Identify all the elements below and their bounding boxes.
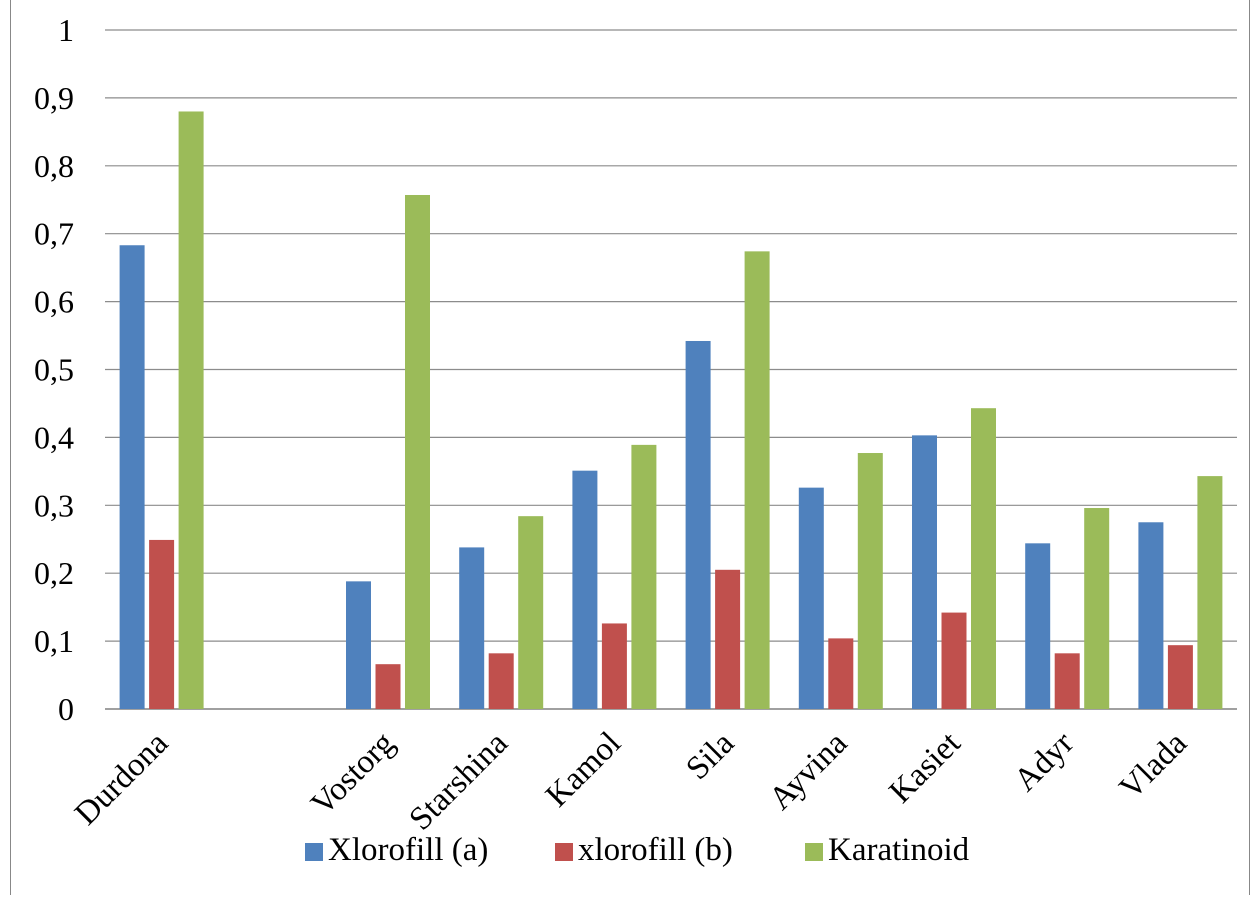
x-tick-label: Ayvina bbox=[762, 725, 854, 817]
bar-xlorofill-b- bbox=[488, 653, 514, 709]
y-tick-label: 0,8 bbox=[34, 148, 74, 184]
legend-swatch bbox=[805, 843, 823, 861]
y-tick-label: 0,4 bbox=[34, 419, 74, 455]
bar-xlorofill-b- bbox=[715, 569, 741, 709]
gridlines bbox=[105, 29, 1237, 710]
bar-karatinoid bbox=[405, 194, 430, 709]
bar-karatinoid bbox=[178, 111, 204, 710]
bar-xlorofill-a- bbox=[572, 470, 598, 709]
legend-label: Karatinoid bbox=[828, 832, 970, 868]
x-tick-label: Sila bbox=[679, 725, 741, 787]
bar-xlorofill-b- bbox=[1054, 653, 1080, 709]
y-tick-label: 0,5 bbox=[34, 352, 74, 388]
bar-xlorofill-a- bbox=[1138, 522, 1164, 709]
bar-karatinoid bbox=[971, 408, 996, 709]
bar-xlorofill-a- bbox=[459, 547, 485, 709]
bar-xlorofill-a- bbox=[346, 581, 371, 709]
bar-xlorofill-b- bbox=[941, 612, 967, 709]
x-tick-label: Vostorg bbox=[304, 725, 401, 822]
bar-xlorofill-b- bbox=[828, 638, 854, 709]
legend-label: Xlorofill (a) bbox=[328, 832, 488, 868]
bar-xlorofill-a- bbox=[685, 340, 711, 709]
y-tick-label: 0 bbox=[58, 691, 74, 727]
bar-xlorofill-a- bbox=[798, 487, 824, 709]
chart-frame bbox=[10, 0, 1250, 895]
y-tick-label: 0,3 bbox=[34, 487, 74, 523]
bar-karatinoid bbox=[518, 516, 544, 709]
y-tick-label: 1 bbox=[58, 12, 74, 48]
bar-xlorofill-a- bbox=[912, 435, 937, 709]
bar-xlorofill-a- bbox=[1025, 543, 1051, 709]
bar-karatinoid bbox=[1197, 476, 1223, 709]
y-axis-ticks: 0 0,1 0,2 0,3 0,4 0,5 0,6 0,7 0,8 0,9 1 bbox=[34, 12, 74, 727]
bar-karatinoid bbox=[857, 453, 883, 709]
bar-karatinoid bbox=[1084, 508, 1110, 709]
x-tick-label: Durdona bbox=[68, 725, 175, 832]
legend-label: xlorofill (b) bbox=[578, 832, 733, 868]
bar-xlorofill-b- bbox=[149, 539, 175, 709]
x-tick-label: Vlada bbox=[1113, 725, 1194, 806]
y-tick-label: 0,7 bbox=[34, 216, 74, 252]
x-tick-label: Kasiet bbox=[883, 725, 968, 810]
legend-swatch bbox=[305, 843, 323, 861]
bar-xlorofill-b- bbox=[375, 664, 401, 709]
bar-xlorofill-b- bbox=[1167, 645, 1193, 709]
legend-swatch bbox=[555, 843, 573, 861]
y-tick-label: 0,6 bbox=[34, 284, 74, 320]
bar-xlorofill-a- bbox=[119, 245, 145, 710]
y-tick-label: 0,9 bbox=[34, 80, 74, 116]
bar-karatinoid bbox=[631, 444, 657, 709]
x-tick-label: Kamol bbox=[539, 725, 628, 814]
x-tick-label: Adyr bbox=[1007, 725, 1080, 798]
x-axis-labels: Durdona Vostorg Starshina Kamol Sila Ayvina Ka… bbox=[68, 725, 1194, 838]
bars bbox=[119, 111, 1223, 710]
bar-karatinoid bbox=[744, 251, 770, 709]
x-tick-label: Starshina bbox=[403, 725, 516, 838]
bar-xlorofill-b- bbox=[601, 623, 627, 709]
legend: Xlorofill (a) xlorofill (b) Karatinoid bbox=[305, 832, 970, 868]
y-tick-label: 0,2 bbox=[34, 555, 74, 591]
y-tick-label: 0,1 bbox=[34, 623, 74, 659]
